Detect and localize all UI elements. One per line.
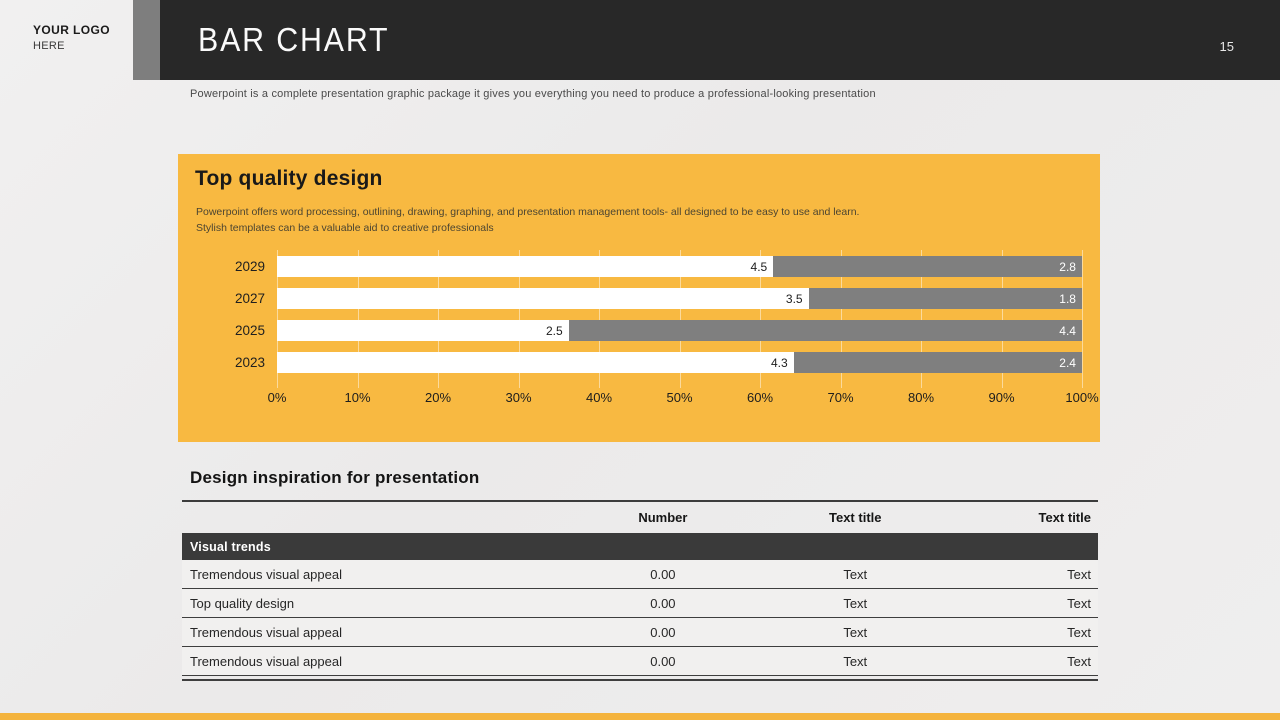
table-body: Tremendous visual appeal 0.00 Text Text Top … xyxy=(182,560,1098,676)
table-cell: Text xyxy=(1067,566,1091,582)
bar-value-label: 2.8 xyxy=(1059,259,1076,274)
bar-segment-gray: 2.8 xyxy=(773,256,1082,277)
table-header-row: Number Text title Text title xyxy=(182,502,1098,533)
table-cell: Tremendous visual appeal xyxy=(190,624,342,640)
gridline xyxy=(840,250,842,388)
table-cell: 0.00 xyxy=(650,566,676,582)
y-axis-category-label: 2023 xyxy=(234,355,265,370)
bar-value-label: 3.5 xyxy=(785,291,803,306)
table-header-cell-text-title-2: Text title xyxy=(1038,510,1091,525)
table-cell: Text xyxy=(1067,595,1091,611)
bar-value-label: 4.3 xyxy=(770,355,788,370)
slide-subtitle: Powerpoint is a complete presentation gr… xyxy=(190,88,876,100)
bar-segment-white: 3.5 xyxy=(277,288,809,309)
bar-segment-white: 4.5 xyxy=(277,256,774,277)
header-bar: BAR CHART 15 xyxy=(160,0,1280,80)
gridline xyxy=(1001,250,1003,388)
gridline xyxy=(760,250,761,388)
bar-segment-gray: 2.4 xyxy=(793,352,1082,373)
table-header-cell-number: Number xyxy=(638,510,688,525)
table-cell: Tremendous visual appeal xyxy=(190,653,342,669)
chart-panel-description-line2: Stylish templates can be a valuable aid … xyxy=(196,222,494,234)
x-axis-tick: 20% xyxy=(424,390,452,405)
gridline xyxy=(1082,250,1083,388)
data-table: Number Text title Text title Visual tren… xyxy=(182,500,1098,681)
logo-text-line2: HERE xyxy=(33,40,65,52)
bar-value-label: 4.5 xyxy=(750,259,768,274)
bar-value-label: 1.8 xyxy=(1059,291,1076,306)
table-cell: Text xyxy=(843,595,868,611)
table-cell: 0.00 xyxy=(650,624,676,640)
gridline xyxy=(599,250,600,388)
x-axis-tick: 10% xyxy=(344,390,371,405)
footer-accent-bar xyxy=(0,713,1280,720)
chart-panel: Top quality design Powerpoint offers wor… xyxy=(178,154,1100,442)
bar-chart-plot: 4.5 2.8 3.5 1.8 2.5 4.4 4.3 2.4 2029 2027 2025 202… xyxy=(235,250,1099,405)
table-cell: Text xyxy=(843,624,868,640)
table-cell: Tremendous visual appeal xyxy=(190,566,342,582)
table-bottom-rule xyxy=(182,679,1098,681)
chart-panel-description: Powerpoint offers word processing, outli… xyxy=(196,204,859,236)
bar-row: 4.3 2.4 xyxy=(277,352,1082,373)
slide-title: BAR CHART xyxy=(198,21,390,58)
y-axis-category-label: 2025 xyxy=(234,323,265,338)
bar-chart-rows: 4.5 2.8 3.5 1.8 2.5 4.4 4.3 2.4 xyxy=(277,250,1082,373)
y-axis-category-label: 2029 xyxy=(234,259,265,274)
page-number: 15 xyxy=(1219,39,1234,54)
table-row: Tremendous visual appeal 0.00 Text Text xyxy=(182,618,1098,647)
bar-segment-white: 4.3 xyxy=(277,352,794,373)
table-heading: Design inspiration for presentation xyxy=(190,468,480,487)
x-axis-tick: 30% xyxy=(505,390,532,405)
bar-chart-categories: 2029 2027 2025 2023 xyxy=(205,250,265,373)
table-cell: Text xyxy=(1067,653,1091,669)
bar-value-label: 2.4 xyxy=(1059,355,1076,370)
gridline xyxy=(438,250,439,388)
x-axis-tick: 90% xyxy=(988,390,1015,405)
gridline xyxy=(277,250,278,388)
x-axis-tick: 70% xyxy=(827,390,854,405)
table-cell: 0.00 xyxy=(650,595,676,611)
table-top-rule xyxy=(182,500,1098,502)
bar-segment-white: 2.5 xyxy=(277,320,569,341)
bar-segment-gray: 1.8 xyxy=(808,288,1082,309)
logo-text-line1: YOUR LOGO xyxy=(33,23,110,37)
table-row: Tremendous visual appeal 0.00 Text Text xyxy=(182,560,1098,589)
bar-value-label: 4.4 xyxy=(1059,323,1076,338)
table-cell: Text xyxy=(843,653,868,669)
table-header-cell-text-title-1: Text title xyxy=(829,510,882,525)
table-group-row: Visual trends xyxy=(182,533,1098,560)
table-cell: Top quality design xyxy=(190,595,295,611)
x-axis-tick: 40% xyxy=(585,390,613,405)
gridline xyxy=(518,250,520,388)
x-axis-tick: 60% xyxy=(746,390,774,405)
x-axis-tick: 50% xyxy=(666,390,693,405)
x-axis-tick: 80% xyxy=(907,390,935,405)
gridline xyxy=(357,250,359,388)
table-cell: Text xyxy=(1067,624,1091,640)
x-axis-tick: 0% xyxy=(267,390,287,405)
chart-panel-title: Top quality design xyxy=(195,167,383,190)
table-row: Tremendous visual appeal 0.00 Text Text xyxy=(182,647,1098,676)
bar-row: 2.5 4.4 xyxy=(277,320,1082,341)
table-row: Top quality design 0.00 Text Text xyxy=(182,589,1098,618)
table-cell: Text xyxy=(843,566,868,582)
chart-panel-description-line1: Powerpoint offers word processing, outli… xyxy=(196,206,860,218)
y-axis-category-label: 2027 xyxy=(234,291,265,306)
gridline xyxy=(921,250,922,388)
gridline xyxy=(679,250,681,388)
bar-chart-x-axis: 0% 10% 20% 30% 40% 50% 60% 70% 80% 90% 100% xyxy=(268,390,1099,408)
bar-segment-gray: 4.4 xyxy=(568,320,1082,341)
header-accent-strip xyxy=(133,0,160,80)
table-cell: 0.00 xyxy=(650,653,676,669)
bar-row: 3.5 1.8 xyxy=(277,288,1082,309)
bar-row: 4.5 2.8 xyxy=(277,256,1082,277)
logo: YOUR LOGO HERE xyxy=(33,23,110,52)
x-axis-tick: 100% xyxy=(1065,390,1099,405)
bar-value-label: 2.5 xyxy=(545,323,563,338)
